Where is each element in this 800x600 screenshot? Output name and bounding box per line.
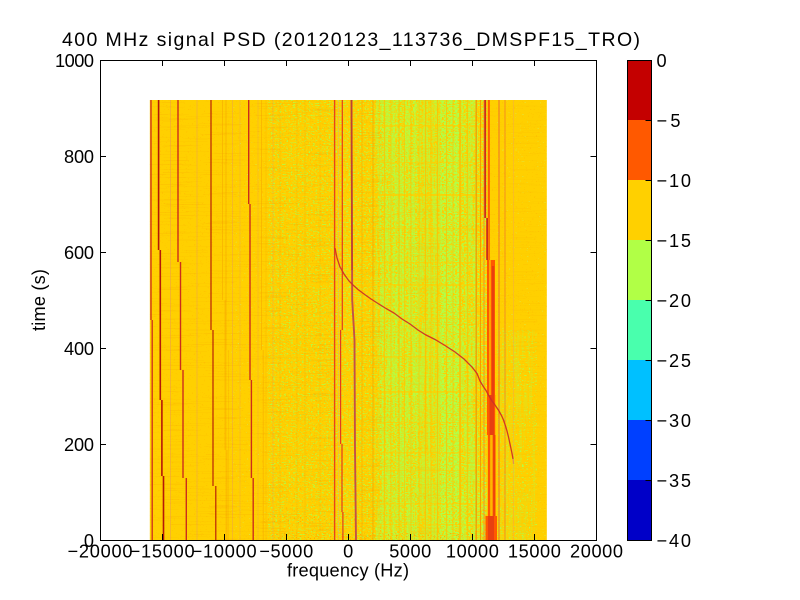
svg-text:−20000: −20000 (68, 542, 133, 562)
svg-text:15000: 15000 (508, 542, 561, 562)
svg-text:800: 800 (64, 147, 94, 167)
svg-text:0: 0 (84, 531, 94, 551)
svg-text:600: 600 (64, 243, 94, 263)
svg-text:time (s): time (s) (29, 269, 49, 331)
svg-text:−35: −35 (657, 471, 692, 491)
svg-text:400: 400 (64, 339, 94, 359)
svg-text:20000: 20000 (570, 542, 623, 562)
svg-text:400 MHz signal PSD (20120123_1: 400 MHz signal PSD (20120123_113736_DMSP… (62, 29, 640, 51)
svg-text:frequency (Hz): frequency (Hz) (287, 561, 409, 581)
svg-text:−5000: −5000 (259, 542, 313, 562)
svg-text:0: 0 (657, 51, 667, 71)
svg-text:−15: −15 (657, 231, 692, 251)
svg-text:−15000: −15000 (130, 542, 195, 562)
svg-text:−10000: −10000 (192, 542, 257, 562)
svg-text:−10: −10 (657, 171, 692, 191)
svg-text:5000: 5000 (389, 542, 431, 562)
svg-text:1000: 1000 (55, 51, 94, 71)
svg-text:−40: −40 (657, 531, 692, 551)
svg-text:−25: −25 (657, 351, 692, 371)
svg-text:10000: 10000 (446, 542, 499, 562)
svg-text:−30: −30 (657, 411, 692, 431)
svg-text:−20: −20 (657, 291, 692, 311)
svg-text:0: 0 (343, 542, 353, 562)
svg-text:200: 200 (64, 435, 94, 455)
